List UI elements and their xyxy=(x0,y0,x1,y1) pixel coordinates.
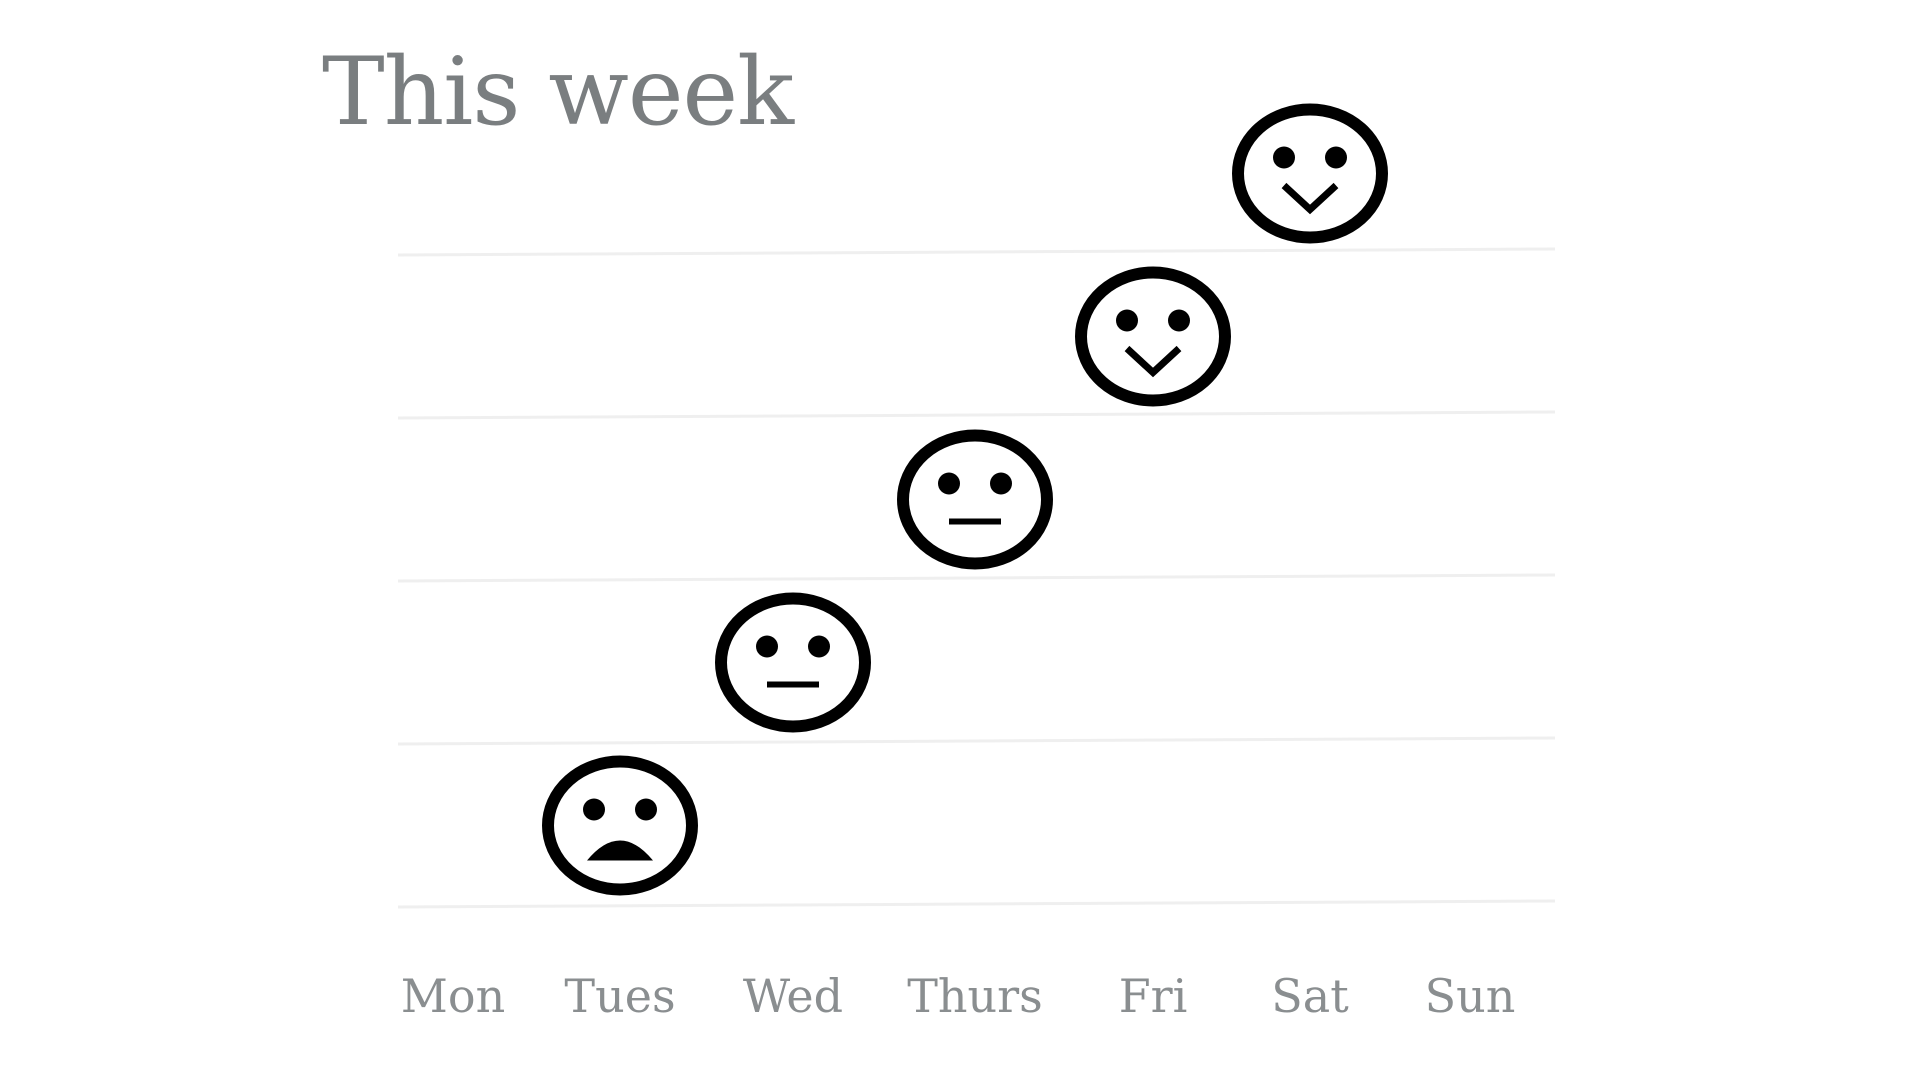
right-eye xyxy=(635,799,657,821)
gridline xyxy=(398,249,1555,255)
x-tick-label: Sat xyxy=(1271,969,1349,1023)
left-eye xyxy=(583,799,605,821)
face-outline xyxy=(1081,273,1225,401)
left-eye xyxy=(1273,147,1295,169)
left-eye xyxy=(756,636,778,658)
x-tick-label: Sun xyxy=(1425,969,1516,1023)
right-eye xyxy=(1168,310,1190,332)
x-tick-label: Thurs xyxy=(907,969,1043,1023)
left-eye xyxy=(1116,310,1138,332)
happy-face-icon xyxy=(1238,110,1382,238)
points-layer xyxy=(548,110,1382,890)
gridline xyxy=(398,412,1555,418)
right-eye xyxy=(808,636,830,658)
x-tick-label: Fri xyxy=(1119,969,1188,1023)
face-outline xyxy=(548,762,692,890)
gridline xyxy=(398,575,1555,581)
left-eye xyxy=(938,473,960,495)
right-eye xyxy=(1325,147,1347,169)
face-outline xyxy=(721,599,865,727)
neutral-face-icon xyxy=(903,436,1047,564)
right-eye xyxy=(990,473,1012,495)
sad-face-icon xyxy=(548,762,692,890)
face-outline xyxy=(903,436,1047,564)
x-tick-label: Wed xyxy=(743,969,843,1023)
x-tick-label: Mon xyxy=(401,969,505,1023)
neutral-face-icon xyxy=(721,599,865,727)
gridline xyxy=(398,901,1555,907)
face-outline xyxy=(1238,110,1382,238)
x-tick-label: Tues xyxy=(564,969,675,1023)
x-axis-labels: Mon Tues Wed Thurs Fri Sat Sun xyxy=(401,969,1516,1023)
gridline xyxy=(398,738,1555,744)
happy-face-icon xyxy=(1081,273,1225,401)
